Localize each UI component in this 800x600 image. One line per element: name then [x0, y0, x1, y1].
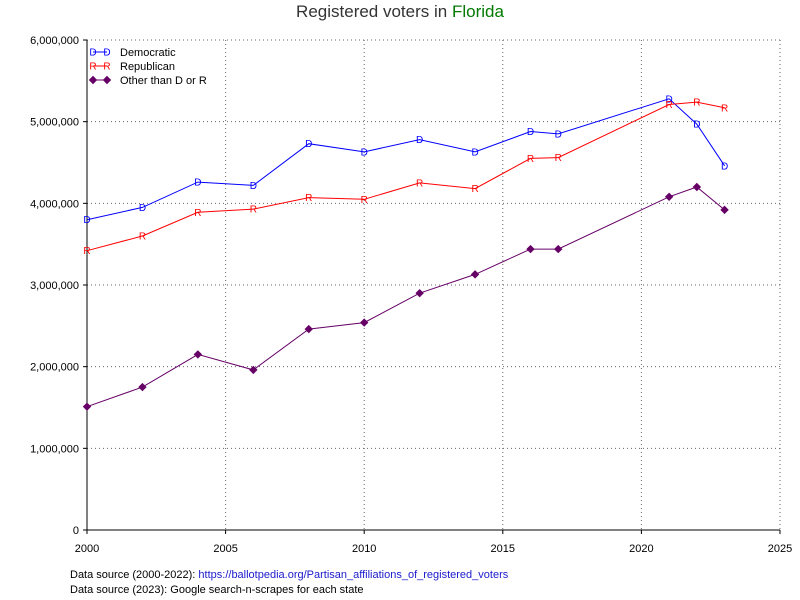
data-source-2: Data source (2023): Google search-n-scra… [70, 584, 364, 596]
legend-item: Other than D or R [88, 75, 207, 87]
data-source-2-label: Data source (2023): [70, 584, 168, 596]
legend-label: Republican [120, 61, 175, 73]
data-point: D [721, 161, 728, 172]
data-point: R [555, 153, 562, 164]
legend-marker: R [89, 62, 96, 73]
y-tick-label: 2,000,000 [30, 362, 79, 374]
data-source-2-text: Google search-n-scrapes for each state [170, 584, 364, 596]
y-tick-label: 3,000,000 [30, 280, 79, 292]
x-tick-label: 2015 [491, 543, 515, 555]
data-point: R [693, 98, 700, 109]
data-point [526, 244, 535, 254]
data-source-1-label: Data source (2000-2022): [70, 569, 196, 581]
data-point: D [666, 94, 673, 105]
data-point [664, 192, 674, 202]
legend-label: Other than D or R [120, 75, 207, 87]
y-tick-label: 0 [73, 525, 79, 537]
data-source-1-link[interactable]: https://ballotpedia.org/Partisan_affilia… [198, 569, 509, 581]
data-point: R [250, 205, 257, 216]
data-point [193, 350, 203, 359]
chart-title-prefix: Registered voters in [296, 2, 447, 21]
x-tick-label: 2005 [213, 543, 237, 555]
y-axis-ticks: 0 1,000,000 2,000,000 3,000,000 4,000,000 5,0… [30, 35, 87, 537]
data-point [554, 244, 563, 254]
y-tick-label: 6,000,000 [30, 35, 79, 47]
series-line [86, 186, 725, 408]
data-point: D [527, 127, 534, 138]
data-point: R [471, 184, 478, 195]
data-point [720, 205, 729, 215]
data-point: D [361, 147, 368, 158]
data-point: R [721, 103, 728, 114]
y-tick-label: 1,000,000 [30, 443, 79, 455]
x-tick-label: 2020 [629, 543, 653, 555]
series-line [86, 98, 726, 221]
series-democratic: D D D D D D D D D D D D D [83, 94, 728, 226]
data-point: D [416, 135, 423, 146]
x-axis-ticks: 2000 2005 2010 2015 2020 2025 [75, 530, 792, 555]
legend-label: Democratic [120, 47, 176, 59]
data-point: D [693, 120, 700, 131]
data-point: R [139, 232, 146, 243]
data-point: R [416, 178, 423, 189]
series-other-than-d-or-r [82, 182, 729, 411]
data-point [415, 288, 424, 298]
data-point: R [666, 100, 673, 111]
series-line [86, 101, 725, 252]
chart-title-state: Florida [452, 2, 505, 21]
data-point: R [361, 195, 368, 206]
data-point: D [83, 215, 90, 226]
data-point: R [305, 193, 312, 204]
legend-marker: D [89, 48, 96, 59]
legend-marker [102, 75, 112, 85]
data-point: R [194, 208, 201, 219]
data-point [304, 324, 313, 334]
chart-title: Registered voters in Florida [296, 2, 504, 21]
grid [87, 39, 781, 530]
x-tick-label: 2010 [352, 543, 376, 555]
axes [86, 40, 780, 531]
legend-marker: D [103, 48, 110, 59]
x-tick-label: 2000 [75, 543, 99, 555]
y-tick-label: 4,000,000 [30, 198, 79, 210]
data-point: D [305, 139, 312, 150]
x-tick-label: 2025 [768, 543, 792, 555]
data-point [138, 382, 147, 392]
series-republican: R R R R R R R R R R R R R [83, 98, 728, 258]
legend: D D Democratic R R Republican Other than D or … [88, 47, 207, 87]
data-point [82, 402, 92, 411]
data-point: R [83, 246, 90, 257]
data-point: D [194, 178, 201, 189]
data-point [470, 270, 480, 279]
data-source-1: Data source (2000-2022): https://ballotp… [70, 569, 508, 581]
data-point: R [527, 154, 534, 165]
data-point [249, 365, 258, 375]
legend-marker: R [103, 62, 110, 73]
data-point: D [250, 181, 257, 192]
legend-item: R R Republican [89, 61, 175, 73]
data-point [359, 318, 369, 327]
y-tick-label: 5,000,000 [30, 117, 79, 129]
data-point: D [471, 147, 478, 158]
data-point [692, 182, 702, 192]
data-point: D [555, 129, 562, 140]
legend-marker [88, 75, 98, 85]
legend-item: D D Democratic [89, 47, 176, 59]
data-point: D [139, 203, 146, 214]
